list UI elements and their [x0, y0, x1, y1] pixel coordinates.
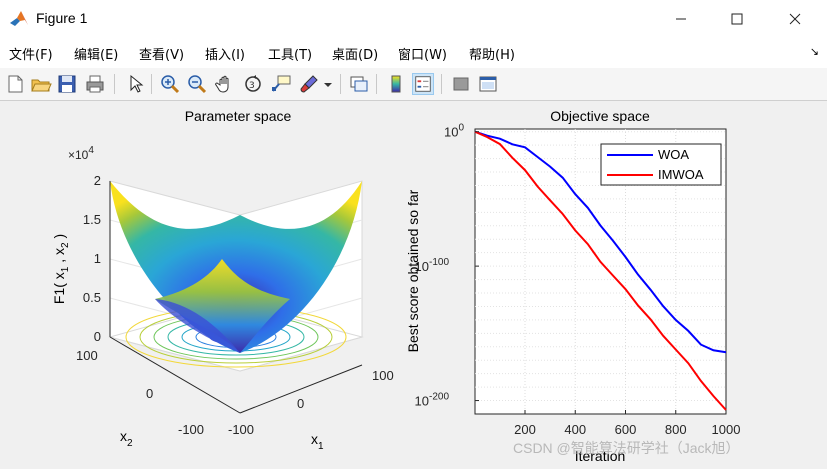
surface-front-trough — [155, 299, 240, 353]
edit-plot-arrow-icon[interactable] — [124, 73, 146, 95]
y-tick-label: 100 — [444, 123, 464, 140]
data-cursor-icon[interactable] — [270, 73, 292, 95]
x1-tick-labels: -100 0 100 — [228, 368, 394, 437]
maximize-button[interactable] — [714, 0, 760, 38]
x2-tick-label: -100 — [178, 422, 204, 437]
series-lines — [474, 130, 727, 411]
x1-axis-label: x1 — [311, 431, 324, 452]
svg-text:3: 3 — [249, 81, 255, 91]
menu-desktop[interactable]: 桌面(D) — [332, 48, 379, 63]
x2-tick-label: 100 — [76, 348, 98, 363]
menu-window[interactable]: 窗口(W) — [398, 48, 447, 63]
x-tick-labels: 200 400 600 800 1000 — [514, 410, 740, 437]
z-tick-label: 1 — [94, 251, 101, 266]
close-icon — [789, 13, 801, 25]
x2-axis-label: x2 — [120, 428, 133, 449]
x2-tick-labels: 100 0 -100 — [76, 348, 204, 437]
z-exponent-label: ×104 — [68, 145, 94, 162]
y-tick-label: 10-200 — [415, 392, 450, 409]
objective-space-title: Objective space — [550, 108, 650, 124]
z-tick-label: 0 — [94, 329, 101, 344]
x-axis-label: Iteration — [575, 448, 626, 464]
link-plot-icon[interactable] — [348, 73, 370, 95]
brush-dropdown-icon[interactable] — [322, 73, 334, 95]
new-figure-icon[interactable] — [4, 73, 26, 95]
toolbar-separator — [340, 74, 341, 94]
y-axis-label: Best score obtained so far — [405, 189, 421, 352]
title-bar: Figure 1 — [0, 0, 827, 38]
watermark: CSDN @智能算法研学社（Jack旭） — [513, 440, 740, 456]
open-file-icon[interactable] — [30, 73, 52, 95]
z-axis-label: F1( x1 , x2 ) — [51, 234, 71, 304]
legend-label-woa: WOA — [658, 147, 689, 162]
zoom-out-icon[interactable] — [186, 73, 208, 95]
toolbar-separator — [151, 74, 152, 94]
pan-hand-icon[interactable] — [214, 73, 236, 95]
brush-icon[interactable] — [298, 73, 320, 95]
x-tick-label: 1000 — [712, 422, 741, 437]
legend-label-imwoa: IMWOA — [658, 167, 704, 182]
x-tick-label: 600 — [615, 422, 637, 437]
z-tick-labels: 2 1.5 1 0.5 0 — [83, 173, 101, 344]
show-plot-tools-icon[interactable] — [477, 73, 499, 95]
figure-canvas: Parameter space ×104 2 1.5 1 0.5 0 F1( x… — [0, 101, 827, 465]
rotate-3d-icon[interactable]: 3 — [242, 73, 264, 95]
maximize-icon — [731, 13, 743, 25]
z-tick-label: 1.5 — [83, 212, 101, 227]
menu-file[interactable]: 文件(F) — [9, 48, 53, 63]
menu-view[interactable]: 查看(V) — [139, 48, 185, 63]
minimize-icon — [676, 18, 686, 20]
series-line-woa — [474, 130, 727, 354]
x1-tick-label: -100 — [228, 422, 254, 437]
z-tick-label: 2 — [94, 173, 101, 188]
x1-tick-label: 0 — [297, 396, 304, 411]
window-title: Figure 1 — [36, 10, 88, 26]
menu-insert[interactable]: 插入(I) — [205, 48, 245, 63]
toolbar-separator — [376, 74, 377, 94]
figure-svg: Parameter space ×104 2 1.5 1 0.5 0 F1( x… — [51, 108, 740, 464]
y-tick-labels: 100 10-100 10-200 — [415, 123, 479, 409]
menu-help[interactable]: 帮助(H) — [469, 48, 515, 63]
toolbar: 3 — [0, 68, 827, 101]
print-icon[interactable] — [84, 73, 106, 95]
x-tick-label: 400 — [564, 422, 586, 437]
menu-dock-arrow-icon[interactable]: ↘ — [809, 45, 819, 58]
legend-icon[interactable] — [412, 73, 434, 95]
surface-front-peak — [155, 259, 290, 353]
minimize-button[interactable] — [658, 0, 704, 38]
parameter-space-axes[interactable]: Parameter space ×104 2 1.5 1 0.5 0 F1( x… — [51, 108, 394, 452]
matlab-icon — [10, 11, 28, 26]
hide-plot-tools-icon[interactable] — [450, 73, 472, 95]
colorbar-icon[interactable] — [385, 73, 407, 95]
series-line-imwoa — [474, 130, 727, 411]
x2-tick-label: 0 — [146, 386, 153, 401]
menu-tools[interactable]: 工具(T) — [268, 48, 313, 63]
x-tick-label: 200 — [514, 422, 536, 437]
toolbar-separator — [441, 74, 442, 94]
zoom-in-icon[interactable] — [159, 73, 181, 95]
x1-axis-line — [239, 364, 363, 414]
y-tick-label: 10-100 — [415, 257, 450, 274]
menu-edit[interactable]: 编辑(E) — [74, 48, 119, 63]
save-icon[interactable] — [56, 73, 78, 95]
legend-box — [600, 143, 722, 186]
x1-tick-label: 100 — [372, 368, 394, 383]
toolbar-separator — [114, 74, 115, 94]
grid-lines — [475, 129, 726, 414]
close-button[interactable] — [772, 0, 818, 38]
parameter-space-title: Parameter space — [185, 108, 292, 124]
x2-axis-line — [109, 336, 241, 414]
x-tick-label: 800 — [665, 422, 687, 437]
z-tick-label: 0.5 — [83, 290, 101, 305]
surface-bowl — [110, 181, 362, 353]
objective-space-axes[interactable]: 200 400 600 800 1000 100 10-100 10-200 Objecti… — [405, 108, 740, 464]
legend[interactable]: WOA IMWOA — [600, 143, 722, 186]
menu-bar: 文件(F) 编辑(E) 查看(V) 插入(I) 工具(T) 桌面(D) 窗口(W… — [0, 38, 827, 68]
